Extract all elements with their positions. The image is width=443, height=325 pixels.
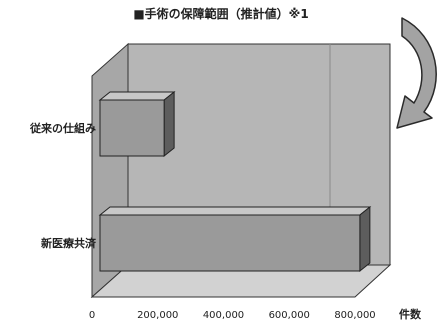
x-axis-unit: 件数: [399, 307, 422, 321]
bar-side-face: [359, 205, 371, 273]
bar-2: [98, 205, 372, 273]
bar-1: [98, 90, 176, 158]
bar-top-face: [98, 91, 176, 101]
chart-floor: [90, 264, 392, 298]
bar-top-face: [98, 206, 372, 216]
x-tick-label: 0: [89, 310, 95, 321]
x-tick-label: 200,000: [137, 310, 178, 321]
curved-arrow-icon: [396, 17, 437, 129]
x-tick-label: 800,000: [334, 310, 375, 321]
category-label: 従来の仕組み: [29, 121, 96, 135]
bar-front-face: [99, 214, 361, 272]
x-tick-label: 600,000: [269, 310, 310, 321]
x-tick-label: 400,000: [203, 310, 244, 321]
bar-side-face: [163, 90, 175, 158]
bar-front-face: [99, 99, 165, 157]
category-label: 新医療共済: [41, 236, 97, 250]
chart-title: ■手術の保障範囲（推計値）※1: [133, 6, 308, 21]
